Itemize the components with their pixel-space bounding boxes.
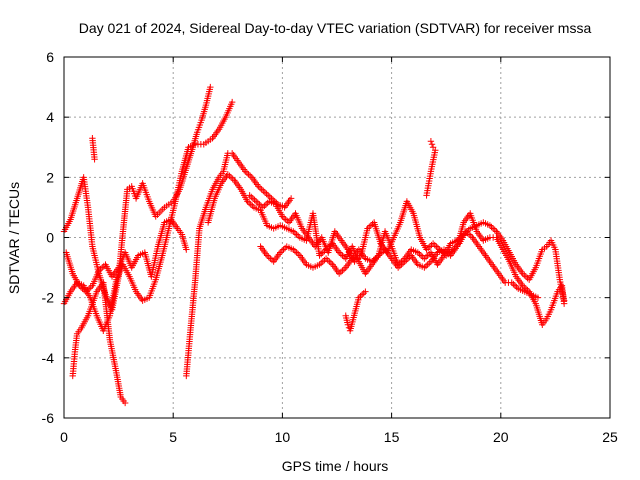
data-point xyxy=(121,399,129,407)
x-tick-label: 15 xyxy=(384,429,400,445)
y-tick-label: -6 xyxy=(42,410,55,426)
chart-title: Day 021 of 2024, Sidereal Day-to-day VTE… xyxy=(79,20,592,36)
data-layer xyxy=(60,83,568,407)
y-tick-label: -4 xyxy=(42,350,55,366)
y-tick-label: 2 xyxy=(46,169,54,185)
tick-layer: 0 5 10 15 20 25 -6 -4 -2 0 2 4 6 xyxy=(42,49,618,445)
data-point xyxy=(183,246,190,253)
data-point xyxy=(287,195,295,202)
data-point xyxy=(91,156,98,163)
data-point xyxy=(423,192,430,199)
x-tick-label: 0 xyxy=(60,429,68,445)
y-axis-label: SDTVAR / TECUs xyxy=(6,182,22,294)
data-point xyxy=(428,141,436,148)
series-track-i xyxy=(89,135,439,334)
y-tick-label: 4 xyxy=(46,109,54,125)
x-tick-label: 5 xyxy=(169,429,177,445)
data-point xyxy=(228,98,236,106)
data-point xyxy=(427,138,435,145)
data-point xyxy=(560,300,568,307)
data-point xyxy=(207,83,214,91)
series-track-e xyxy=(183,150,295,380)
x-tick-label: 25 xyxy=(602,429,618,445)
data-point xyxy=(362,288,369,295)
data-point xyxy=(344,321,352,328)
series-track-c xyxy=(62,216,190,295)
y-tick-label: 6 xyxy=(46,49,54,65)
x-tick-label: 20 xyxy=(493,429,509,445)
x-axis-label: GPS time / hours xyxy=(282,458,389,474)
x-tick-label: 10 xyxy=(275,429,291,445)
series-track-b xyxy=(60,98,236,334)
series-track-h xyxy=(246,192,542,301)
data-point xyxy=(534,294,542,301)
series-track-d xyxy=(69,279,129,407)
y-tick-label: -2 xyxy=(42,290,55,306)
y-tick-label: 0 xyxy=(46,230,54,246)
